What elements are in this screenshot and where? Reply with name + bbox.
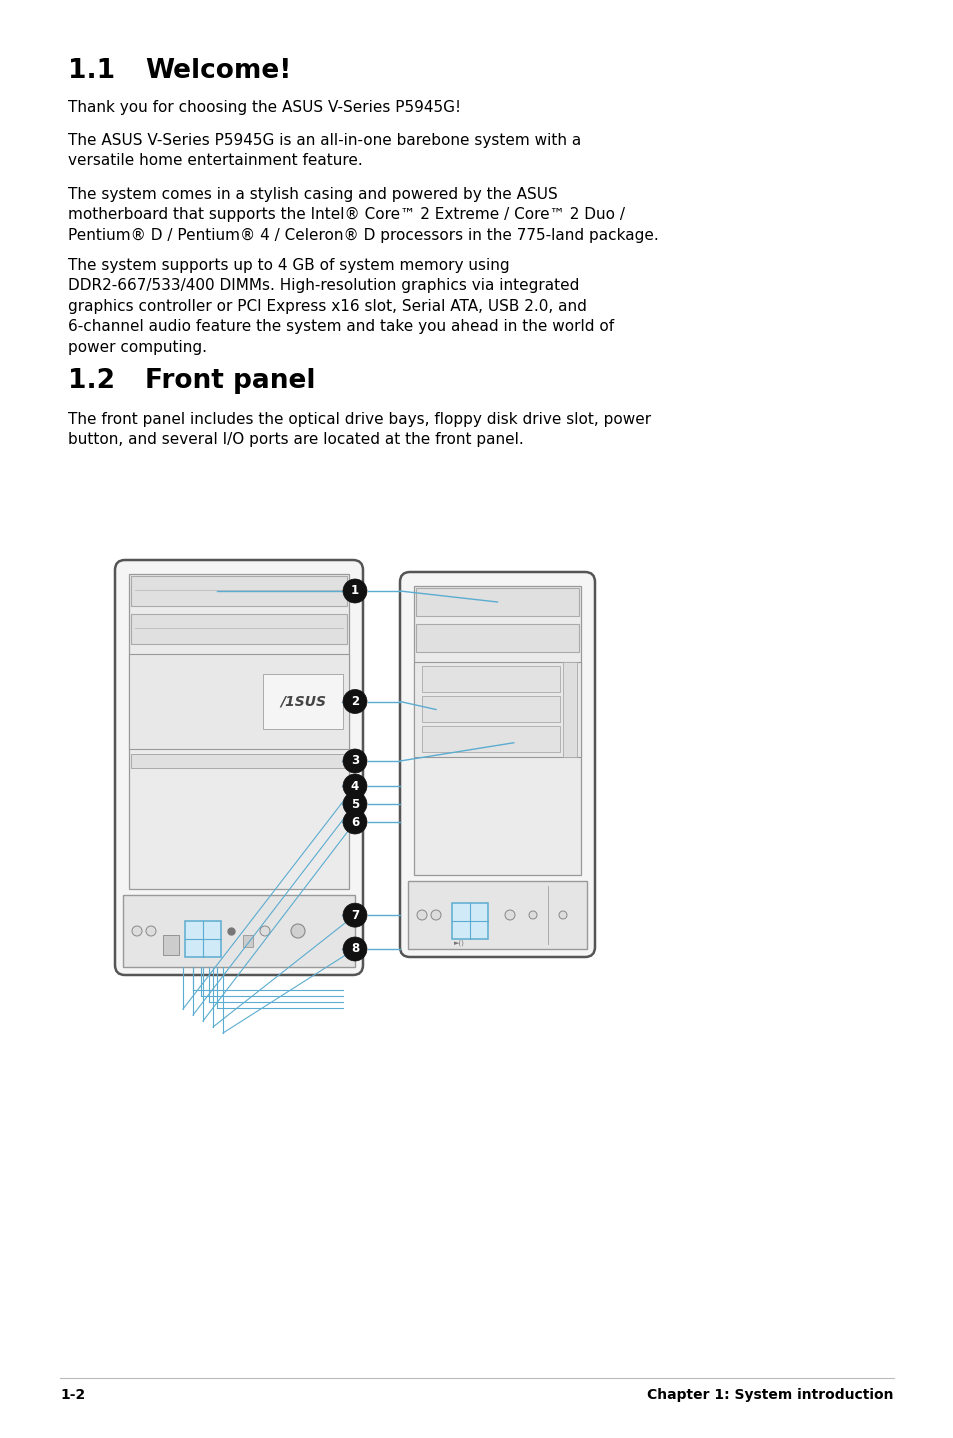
Text: 1: 1 — [351, 584, 358, 598]
Circle shape — [343, 580, 367, 603]
Bar — [421, 696, 559, 722]
Bar — [263, 674, 343, 729]
Circle shape — [146, 926, 156, 936]
Circle shape — [343, 903, 367, 928]
Circle shape — [291, 925, 305, 938]
FancyBboxPatch shape — [399, 572, 595, 958]
Text: 1.1: 1.1 — [68, 58, 115, 83]
Bar — [131, 577, 347, 605]
Bar — [131, 754, 347, 768]
Bar — [414, 661, 580, 756]
Circle shape — [431, 910, 440, 920]
Text: 7: 7 — [351, 909, 358, 922]
Circle shape — [260, 926, 270, 936]
Text: The system comes in a stylish casing and powered by the ASUS
motherboard that su: The system comes in a stylish casing and… — [68, 187, 659, 243]
Circle shape — [343, 774, 367, 798]
Circle shape — [416, 910, 427, 920]
Circle shape — [343, 938, 367, 961]
Bar — [243, 935, 253, 948]
Bar — [129, 654, 349, 749]
Text: 1.2: 1.2 — [68, 368, 115, 394]
FancyBboxPatch shape — [115, 559, 363, 975]
Circle shape — [343, 810, 367, 834]
Bar — [452, 903, 488, 939]
Bar — [416, 588, 578, 615]
Text: 2: 2 — [351, 695, 358, 707]
Bar — [185, 920, 221, 958]
Text: /1SUS: /1SUS — [280, 695, 326, 709]
Text: The system supports up to 4 GB of system memory using
DDR2-667/533/400 DIMMs. Hi: The system supports up to 4 GB of system… — [68, 257, 614, 355]
Circle shape — [132, 926, 142, 936]
Circle shape — [343, 689, 367, 713]
Bar — [163, 935, 179, 955]
Bar — [123, 894, 355, 966]
Text: ►(): ►() — [454, 939, 464, 946]
Text: 3: 3 — [351, 755, 358, 768]
Bar — [131, 614, 347, 644]
Circle shape — [529, 912, 537, 919]
Text: 8: 8 — [351, 942, 358, 955]
Bar — [562, 661, 577, 756]
Text: Front panel: Front panel — [145, 368, 315, 394]
Bar — [414, 587, 580, 874]
Text: 4: 4 — [351, 779, 358, 792]
Text: The front panel includes the optical drive bays, floppy disk drive slot, power
b: The front panel includes the optical dri… — [68, 413, 651, 447]
Circle shape — [343, 792, 367, 815]
Text: Thank you for choosing the ASUS V-Series P5945G!: Thank you for choosing the ASUS V-Series… — [68, 101, 460, 115]
Circle shape — [558, 912, 566, 919]
Bar — [408, 881, 586, 949]
Text: The ASUS V-Series P5945G is an all-in-one barebone system with a
versatile home : The ASUS V-Series P5945G is an all-in-on… — [68, 132, 580, 168]
Text: Welcome!: Welcome! — [145, 58, 291, 83]
Bar — [421, 666, 559, 692]
Text: 6: 6 — [351, 815, 358, 828]
Bar — [129, 574, 349, 889]
Text: Chapter 1: System introduction: Chapter 1: System introduction — [647, 1388, 893, 1402]
Bar — [416, 624, 578, 651]
Circle shape — [343, 749, 367, 774]
Circle shape — [504, 910, 515, 920]
Text: 5: 5 — [351, 798, 358, 811]
Text: 1-2: 1-2 — [60, 1388, 85, 1402]
Bar — [421, 726, 559, 752]
